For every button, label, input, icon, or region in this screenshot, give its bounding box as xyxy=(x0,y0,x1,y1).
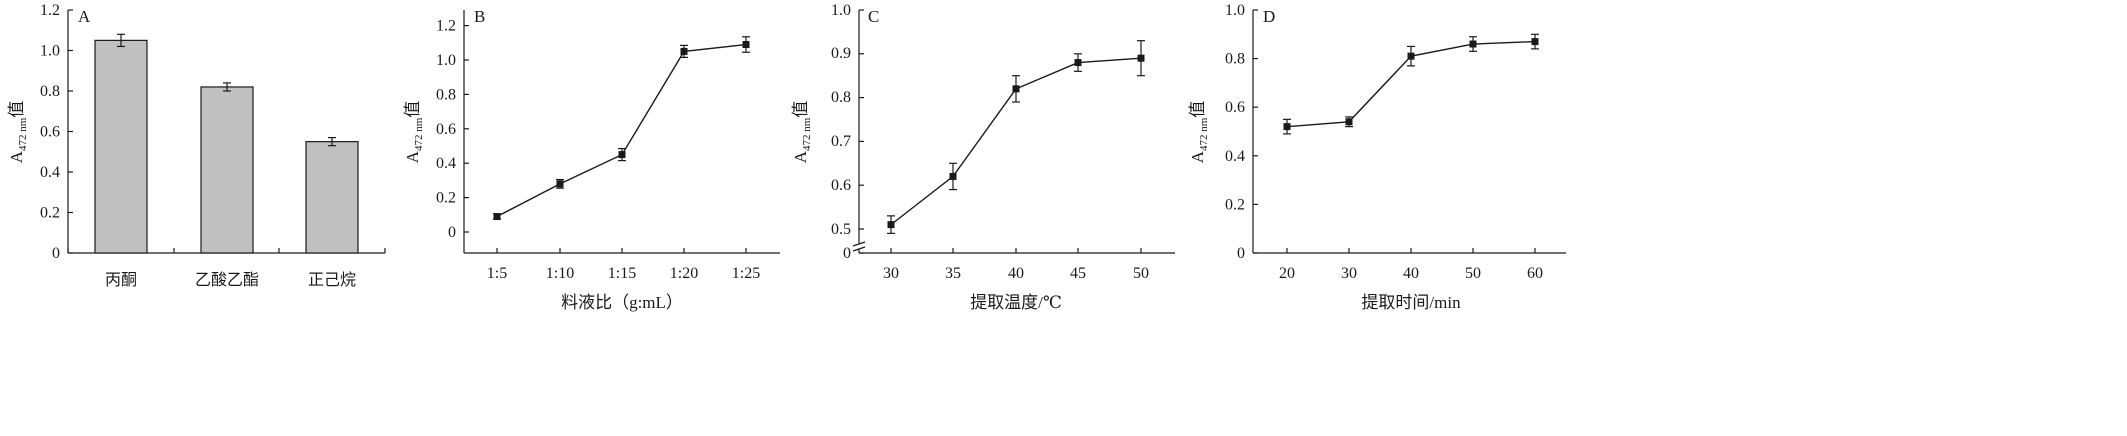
x-tick-marks xyxy=(890,248,1142,253)
data-point xyxy=(1531,38,1539,46)
x-axis-label: 提取温度/℃ xyxy=(970,293,1062,312)
axis-break-mark xyxy=(852,241,866,247)
y-tick-label: 1.0 xyxy=(40,43,60,60)
y-tick-label: 0.9 xyxy=(831,45,851,62)
data-point xyxy=(1074,59,1082,67)
y-tick-label: 1.0 xyxy=(436,52,456,69)
y-tick-label: 0.4 xyxy=(436,155,456,172)
panel-a: A 0 0.2 0.4 0.6 0.8 1.0 1.2 丙酮 乙酸乙酯 正己烷 … xyxy=(7,2,386,289)
y-tick-label: 0.6 xyxy=(831,177,851,194)
data-point xyxy=(1469,40,1477,48)
panel-d: D 0 0.2 0.4 0.6 0.8 1.0 20 30 40 50 60 A… xyxy=(1188,2,1566,312)
panel-letter: B xyxy=(474,7,485,26)
y-tick-label: 0.2 xyxy=(1225,196,1245,213)
y-tick-label: 0.8 xyxy=(436,86,456,103)
y-tick-label: 0.4 xyxy=(1225,148,1245,165)
y-tick-label: 0.8 xyxy=(40,83,60,100)
y-axis-label: A472 nm值 xyxy=(791,101,813,164)
bar xyxy=(305,141,359,254)
data-point xyxy=(1283,123,1291,131)
x-axis-label: 料液比（g:mL） xyxy=(561,293,683,312)
x-tick-marks xyxy=(67,248,386,253)
axis-break-mark xyxy=(852,246,866,252)
y-tick-label: 0.4 xyxy=(40,164,60,181)
y-tick-label: 0.8 xyxy=(831,89,851,106)
y-tick-label: 1.0 xyxy=(831,2,851,19)
data-point xyxy=(556,180,564,188)
data-point xyxy=(1012,85,1020,93)
y-tick-label: 0.7 xyxy=(831,133,851,150)
y-tick-label: 0.2 xyxy=(436,190,456,207)
x-tick-label: 30 xyxy=(883,265,899,282)
y-tick-label: 0.2 xyxy=(40,205,60,222)
data-point xyxy=(949,172,957,180)
y-tick-label: 1.2 xyxy=(436,18,456,35)
y-axis-label: A472 nm值 xyxy=(403,101,425,164)
x-tick-label: 45 xyxy=(1070,265,1086,282)
y-tick-label: 0.6 xyxy=(40,124,60,141)
x-tick-label: 1:25 xyxy=(732,265,760,282)
y-tick-label: 0 xyxy=(843,245,851,262)
y-tick-label: 0.5 xyxy=(831,221,851,238)
x-tick-label: 20 xyxy=(1279,265,1295,282)
y-tick-marks xyxy=(1253,9,1258,254)
y-tick-label: 0 xyxy=(1237,245,1245,262)
x-tick-label: 1:10 xyxy=(546,265,574,282)
data-point xyxy=(1137,54,1145,62)
x-tick-marks xyxy=(1286,248,1536,253)
y-tick-marks xyxy=(464,25,469,233)
panel-b: B 0 0.2 0.4 0.6 0.8 1.0 1.2 1:5 1:10 1:1… xyxy=(403,7,780,312)
bar xyxy=(94,39,148,254)
x-tick-label: 乙酸乙酯 xyxy=(195,271,259,289)
panel-letter: C xyxy=(868,7,879,26)
x-tick-label: 丙酮 xyxy=(105,272,137,289)
y-tick-marks xyxy=(859,9,864,254)
data-marks xyxy=(887,40,1145,234)
x-tick-label: 40 xyxy=(1008,265,1024,282)
x-tick-label: 50 xyxy=(1133,265,1149,282)
y-tick-label: 0.6 xyxy=(1225,99,1245,116)
data-point xyxy=(1407,52,1415,60)
x-tick-label: 35 xyxy=(945,265,961,282)
y-tick-label: 0.6 xyxy=(436,121,456,138)
panel-letter: A xyxy=(78,7,91,26)
y-axis-label: A472 nm值 xyxy=(1188,101,1210,164)
data-point xyxy=(1345,118,1353,126)
x-tick-label: 1:20 xyxy=(670,265,698,282)
x-tick-label: 50 xyxy=(1465,265,1481,282)
x-tick-label: 40 xyxy=(1403,265,1419,282)
panel-c: C 0 0.5 0.6 0.7 0.8 0.9 1.0 30 35 40 45 … xyxy=(791,2,1175,312)
x-axis-label: 提取时间/min xyxy=(1361,293,1461,312)
y-tick-marks xyxy=(68,9,73,254)
data-point xyxy=(618,151,626,159)
y-tick-label: 0 xyxy=(448,224,456,241)
data-point xyxy=(680,47,688,55)
figure: A 0 0.2 0.4 0.6 0.8 1.0 1.2 丙酮 乙酸乙酯 正己烷 … xyxy=(7,2,1566,312)
data-point xyxy=(742,41,750,49)
data-marks xyxy=(1283,33,1539,135)
data-marks xyxy=(94,33,359,254)
data-point xyxy=(493,213,501,221)
x-tick-marks xyxy=(496,248,747,253)
x-tick-label: 60 xyxy=(1527,265,1543,282)
y-tick-label: 1.0 xyxy=(1225,2,1245,19)
x-tick-label: 1:15 xyxy=(608,265,636,282)
y-tick-label: 1.2 xyxy=(40,2,60,19)
panel-letter: D xyxy=(1263,7,1275,26)
x-tick-label: 1:5 xyxy=(487,265,507,282)
y-axis-label: A472 nm值 xyxy=(7,101,29,164)
chart-figure: A 0 0.2 0.4 0.6 0.8 1.0 1.2 丙酮 乙酸乙酯 正己烷 … xyxy=(7,2,1566,312)
y-tick-label: 0 xyxy=(52,245,60,262)
data-marks xyxy=(493,36,750,221)
y-tick-label: 0.8 xyxy=(1225,51,1245,68)
x-tick-label: 正己烷 xyxy=(308,271,356,289)
series-line xyxy=(496,43,747,218)
x-tick-label: 30 xyxy=(1341,265,1357,282)
data-point xyxy=(887,221,895,229)
bar xyxy=(200,86,254,254)
